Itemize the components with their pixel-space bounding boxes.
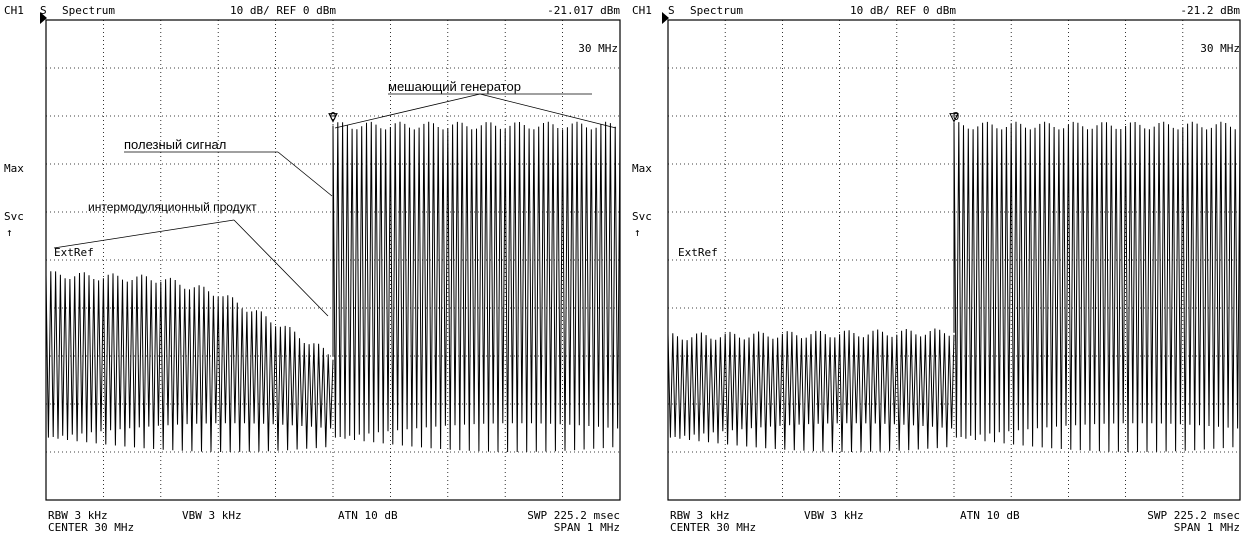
footer-vbw: VBW 3 kHz (182, 509, 242, 522)
side-label-extref: ExtRef (678, 246, 718, 259)
spectrum-panel-left: CH1 S Spectrum 10 dB/ REF 0 dBm -21.017 … (4, 4, 621, 533)
footer-atn: ATN 10 dB (338, 509, 398, 522)
plot-frame (667, 19, 1241, 501)
side-label-extref: ExtRef (54, 246, 94, 259)
header-mode: S (40, 4, 47, 17)
footer-rbw: RBW 3 kHz (48, 509, 108, 522)
header-scale: 10 dB/ REF 0 dBm (850, 4, 956, 17)
side-label-svc: Svc (632, 210, 652, 223)
footer-swp: SWP 225.2 msec (527, 509, 620, 522)
annotation-leader (233, 219, 329, 317)
marker-value-readout: -21.017 dBm (547, 4, 620, 17)
footer-atn: ATN 10 dB (960, 509, 1020, 522)
annotation-leader (277, 151, 333, 197)
annotation-leader (53, 219, 235, 249)
plot-area (662, 12, 1241, 501)
spectrum-panel-right: CH1 S Spectrum 10 dB/ REF 0 dBm -21.2 dB… (628, 0, 1246, 533)
annotation-interferer: мешающий генератор (388, 79, 521, 94)
plot-frame (45, 19, 621, 501)
annotation-leader (479, 93, 617, 129)
marker-triangle-icon (328, 113, 338, 123)
header-name: Spectrum (62, 4, 115, 17)
marker-freq-readout: 30 MHz (1200, 42, 1240, 55)
marker-triangle-icon (949, 113, 959, 123)
spectrum-trace-upper (332, 121, 621, 453)
spectrum-chart-right: CH1 S Spectrum 10 dB/ REF 0 dBm -21.2 dB… (632, 4, 1241, 533)
spectrum-trace-lower (45, 271, 334, 453)
marker-value-readout: -21.2 dBm (1180, 4, 1240, 17)
footer-center: CENTER 30 MHz (48, 521, 134, 533)
side-label-arrow: ↑ (6, 226, 13, 239)
marker-freq-readout: 30 MHz (578, 42, 618, 55)
annotation-useful-signal: полезный сигнал (124, 137, 226, 152)
plot-area (40, 12, 621, 501)
annotation-leaders (53, 93, 617, 317)
header-channel: CH1 (4, 4, 24, 17)
footer-rbw: RBW 3 kHz (670, 509, 730, 522)
footer-swp: SWP 225.2 msec (1147, 509, 1240, 522)
spectrum-trace-lower (667, 328, 955, 453)
header-mode: S (668, 4, 675, 17)
ref-level-pointer (662, 12, 669, 24)
side-label-max: Max (4, 162, 24, 175)
footer-span: SPAN 1 MHz (554, 521, 620, 533)
annotation-leader (334, 93, 481, 129)
annotation-imd-product: интермодуляционный продукт (88, 200, 257, 214)
footer-vbw: VBW 3 kHz (804, 509, 864, 522)
ref-level-pointer (40, 12, 47, 24)
spectrum-chart-left: CH1 S Spectrum 10 dB/ REF 0 dBm -21.017 … (4, 4, 621, 533)
header-scale: 10 dB/ REF 0 dBm (230, 4, 336, 17)
footer-span: SPAN 1 MHz (1174, 521, 1240, 533)
footer-center: CENTER 30 MHz (670, 521, 756, 533)
header-channel: CH1 (632, 4, 652, 17)
side-label-arrow: ↑ (634, 226, 641, 239)
spectrum-trace-upper (953, 121, 1241, 453)
header-name: Spectrum (690, 4, 743, 17)
side-label-max: Max (632, 162, 652, 175)
side-label-svc: Svc (4, 210, 24, 223)
